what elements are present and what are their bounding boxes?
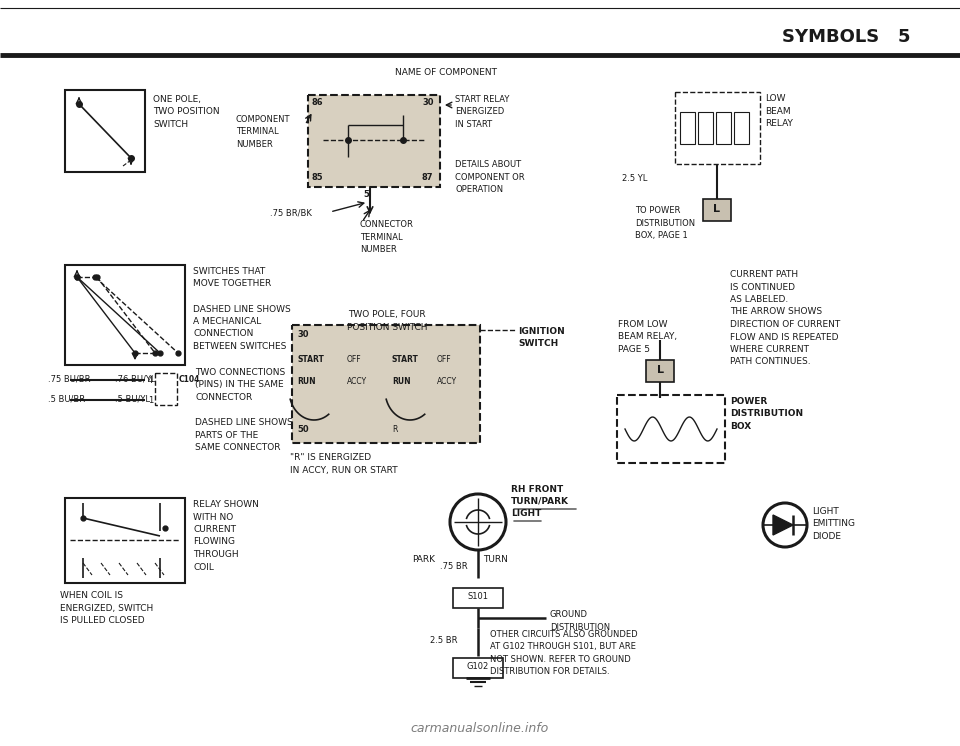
Text: ACCY: ACCY (437, 377, 457, 386)
Bar (698, 112, 713, 144)
Text: IGNITION
SWITCH: IGNITION SWITCH (518, 327, 564, 348)
Bar (65, 265, 185, 365)
Text: .75 BR: .75 BR (440, 562, 468, 571)
Text: TWO POLE, FOUR
POSITION SWITCH: TWO POLE, FOUR POSITION SWITCH (347, 310, 427, 331)
Bar (308, 95, 440, 187)
Text: OFF: OFF (437, 355, 451, 364)
Text: .75 BR/BK: .75 BR/BK (270, 208, 312, 217)
Text: LOW
BEAM
RELAY: LOW BEAM RELAY (765, 94, 793, 128)
Text: DETAILS ABOUT
COMPONENT OR
OPERATION: DETAILS ABOUT COMPONENT OR OPERATION (455, 160, 524, 194)
Text: carmanualsonline.info: carmanualsonline.info (411, 721, 549, 735)
Text: C104: C104 (179, 375, 201, 384)
Polygon shape (773, 515, 793, 535)
Bar (453, 658, 503, 678)
Text: GROUND
DISTRIBUTION: GROUND DISTRIBUTION (550, 610, 611, 632)
Bar (646, 360, 674, 382)
Text: START: START (297, 355, 324, 364)
Text: TWO CONNECTIONS
(PINS) IN THE SAME
CONNECTOR

DASHED LINE SHOWS
PARTS OF THE
SAM: TWO CONNECTIONS (PINS) IN THE SAME CONNE… (195, 368, 293, 452)
Text: .5 BU/BR: .5 BU/BR (48, 394, 85, 403)
Bar (617, 395, 725, 463)
Text: FROM LOW
BEAM RELAY,
PAGE 5: FROM LOW BEAM RELAY, PAGE 5 (618, 320, 677, 354)
Text: ACCY: ACCY (347, 377, 367, 386)
Bar (453, 588, 503, 608)
Text: 2.5 BR: 2.5 BR (430, 636, 458, 645)
Text: .75 BU/BR: .75 BU/BR (48, 374, 90, 383)
Text: SWITCHES THAT
MOVE TOGETHER

DASHED LINE SHOWS
A MECHANICAL
CONNECTION
BETWEEN S: SWITCHES THAT MOVE TOGETHER DASHED LINE … (193, 267, 291, 351)
Text: RELAY SHOWN
WITH NO
CURRENT
FLOWING
THROUGH
COIL: RELAY SHOWN WITH NO CURRENT FLOWING THRO… (193, 500, 259, 571)
Text: PARK: PARK (412, 555, 435, 564)
Text: START: START (392, 355, 419, 364)
Bar (292, 325, 480, 443)
Text: RUN: RUN (297, 377, 316, 386)
Text: TURN/PARK: TURN/PARK (511, 497, 569, 506)
Text: POWER
DISTRIBUTION
BOX: POWER DISTRIBUTION BOX (730, 397, 804, 431)
Bar (65, 498, 185, 583)
Text: .76 BU/YL: .76 BU/YL (115, 374, 156, 383)
Text: WHEN COIL IS
ENERGIZED, SWITCH
IS PULLED CLOSED: WHEN COIL IS ENERGIZED, SWITCH IS PULLED… (60, 591, 154, 625)
Bar (155, 373, 177, 405)
Text: 30: 30 (297, 330, 308, 339)
Bar (680, 112, 695, 144)
Text: LIGHT
EMITTING
DIODE: LIGHT EMITTING DIODE (812, 507, 855, 541)
Text: CURRENT PATH
IS CONTINUED
AS LABELED.
THE ARROW SHOWS
DIRECTION OF CURRENT
FLOW : CURRENT PATH IS CONTINUED AS LABELED. TH… (730, 270, 840, 366)
Text: NAME OF COMPONENT: NAME OF COMPONENT (395, 68, 497, 77)
Text: 1: 1 (148, 396, 154, 405)
Text: TURN: TURN (483, 555, 508, 564)
Text: TO POWER
DISTRIBUTION
BOX, PAGE 1: TO POWER DISTRIBUTION BOX, PAGE 1 (635, 206, 695, 240)
Bar (703, 199, 731, 221)
Text: 50: 50 (297, 425, 308, 434)
Bar (675, 92, 760, 164)
Text: SYMBOLS   5: SYMBOLS 5 (781, 28, 910, 46)
Text: L: L (713, 204, 721, 214)
Text: S101: S101 (468, 592, 489, 601)
Text: G102: G102 (467, 662, 490, 671)
Text: CONNECTOR
TERMINAL
NUMBER: CONNECTOR TERMINAL NUMBER (360, 220, 414, 254)
Text: 30: 30 (422, 98, 434, 107)
Text: 4: 4 (148, 376, 154, 385)
Text: ONE POLE,
TWO POSITION
SWITCH: ONE POLE, TWO POSITION SWITCH (153, 95, 220, 129)
Bar (734, 112, 749, 144)
Text: R: R (392, 425, 397, 434)
Text: .5 BU/YL: .5 BU/YL (115, 394, 150, 403)
Bar (716, 112, 731, 144)
Text: L: L (657, 365, 663, 375)
Bar (65, 90, 145, 172)
Text: LIGHT: LIGHT (511, 509, 541, 518)
Text: OTHER CIRCUITS ALSO GROUNDED
AT G102 THROUGH S101, BUT ARE
NOT SHOWN. REFER TO G: OTHER CIRCUITS ALSO GROUNDED AT G102 THR… (490, 630, 637, 677)
Text: RH FRONT: RH FRONT (511, 485, 564, 494)
Text: 86: 86 (311, 98, 323, 107)
Text: OFF: OFF (347, 355, 362, 364)
Text: 87: 87 (422, 173, 434, 182)
Text: 5: 5 (363, 190, 369, 199)
Text: 2.5 YL: 2.5 YL (622, 174, 647, 183)
Text: 85: 85 (311, 173, 323, 182)
Text: "R" IS ENERGIZED
IN ACCY, RUN OR START: "R" IS ENERGIZED IN ACCY, RUN OR START (290, 453, 397, 474)
Text: START RELAY
ENERGIZED
IN START: START RELAY ENERGIZED IN START (455, 95, 510, 129)
Text: COMPONENT
TERMINAL
NUMBER: COMPONENT TERMINAL NUMBER (236, 115, 291, 149)
Text: RUN: RUN (392, 377, 411, 386)
